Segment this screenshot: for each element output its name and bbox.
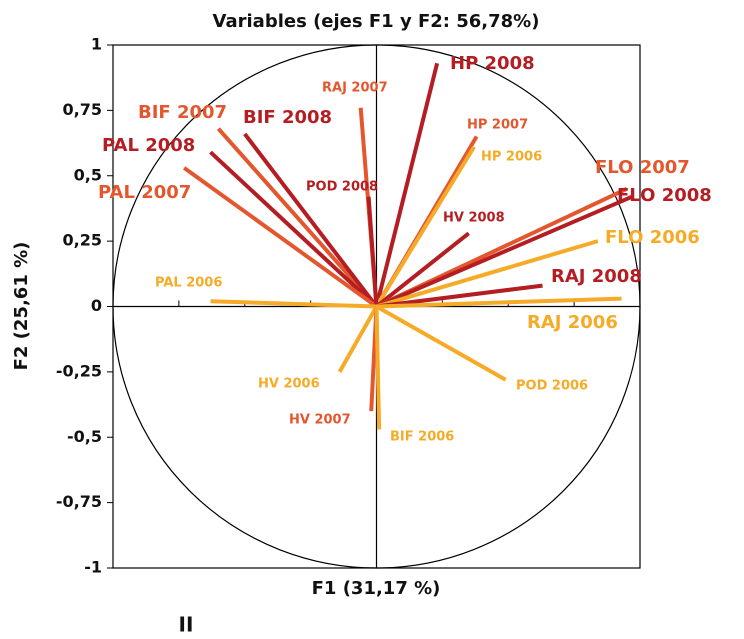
variable-label: FLO 2008	[617, 185, 712, 206]
variable-label: HP 2006	[481, 150, 542, 165]
variable-label: RAJ 2006	[527, 312, 618, 333]
variable-label: PAL 2006	[155, 276, 222, 291]
variable-vector	[376, 283, 543, 309]
y-tick-label: 0	[91, 296, 102, 315]
variable-label: HV 2006	[258, 377, 320, 392]
y-tick-label: -0,25	[56, 361, 102, 380]
y-tick-label: -0,75	[56, 492, 102, 511]
variable-label: HV 2008	[443, 211, 505, 226]
variable-label: RAJ 2007	[322, 81, 388, 96]
variable-vector	[376, 296, 622, 309]
variable-label: POD 2006	[516, 379, 588, 394]
y-tick-label: 0,5	[74, 165, 102, 184]
variable-label: RAJ 2008	[551, 266, 642, 287]
variable-vector	[210, 299, 377, 309]
variable-label: PAL 2008	[102, 135, 195, 156]
y-tick-label: -0,5	[67, 427, 102, 446]
y-axis-title: F2 (25,61 %)	[11, 242, 32, 371]
variable-vector	[337, 305, 379, 373]
variable-label: BIF 2006	[390, 430, 454, 445]
variable-vector	[243, 132, 379, 308]
variable-vector	[366, 196, 379, 307]
variable-vector	[374, 145, 476, 308]
variable-vector	[209, 150, 378, 308]
variable-vector	[375, 239, 599, 309]
variable-vector	[182, 166, 378, 309]
variable-label: BIF 2008	[243, 107, 332, 128]
y-tick-label: -1	[84, 558, 102, 577]
variable-vector	[374, 306, 382, 430]
variable-label: HV 2007	[289, 413, 351, 428]
variable-label: BIF 2007	[138, 102, 227, 123]
variable-vector	[374, 62, 440, 307]
variable-vector	[216, 127, 378, 308]
variable-vector	[375, 304, 507, 382]
variable-vector	[375, 194, 633, 309]
variable-label: HP 2008	[450, 53, 535, 74]
chart-title: Variables (ejes F1 y F2: 56,78%)	[213, 11, 540, 32]
y-tick-label: 0,25	[63, 231, 102, 250]
variable-label: HP 2007	[467, 118, 528, 133]
variable-label: FLO 2007	[595, 157, 690, 178]
y-tick-label: 1	[91, 35, 102, 54]
variable-vector	[375, 231, 470, 309]
variable-label: POD 2008	[306, 180, 378, 195]
x-axis-title: F1 (31,17 %)	[312, 578, 441, 599]
annotation: II	[179, 613, 194, 637]
y-tick-label: 0,75	[63, 100, 102, 119]
variable-label: PAL 2007	[98, 182, 191, 203]
variable-label: FLO 2006	[605, 227, 700, 248]
